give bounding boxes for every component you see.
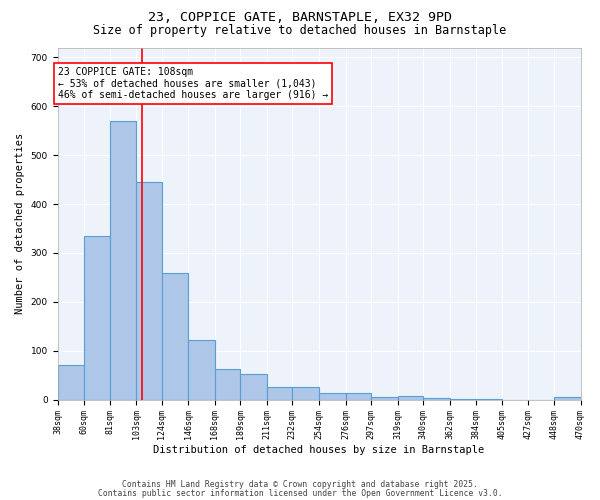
Bar	[161, 272, 188, 400]
Text: Contains public sector information licensed under the Open Government Licence v3: Contains public sector information licen…	[98, 488, 502, 498]
Bar	[215, 370, 241, 400]
Bar	[398, 396, 423, 400]
Text: Size of property relative to detached houses in Barnstaple: Size of property relative to detached ho…	[94, 24, 506, 37]
Bar	[241, 374, 267, 400]
Bar	[267, 386, 292, 400]
Bar	[554, 398, 581, 400]
Y-axis label: Number of detached properties: Number of detached properties	[15, 133, 25, 314]
Bar	[58, 366, 84, 400]
Text: Contains HM Land Registry data © Crown copyright and database right 2025.: Contains HM Land Registry data © Crown c…	[122, 480, 478, 489]
Text: 23, COPPICE GATE, BARNSTAPLE, EX32 9PD: 23, COPPICE GATE, BARNSTAPLE, EX32 9PD	[148, 11, 452, 24]
Text: 23 COPPICE GATE: 108sqm
← 53% of detached houses are smaller (1,043)
46% of semi: 23 COPPICE GATE: 108sqm ← 53% of detache…	[58, 67, 328, 100]
Bar	[346, 394, 371, 400]
Bar	[84, 236, 110, 400]
Bar	[292, 388, 319, 400]
X-axis label: Distribution of detached houses by size in Barnstaple: Distribution of detached houses by size …	[154, 445, 485, 455]
Bar	[136, 182, 161, 400]
Bar	[110, 121, 136, 400]
Bar	[371, 398, 398, 400]
Bar	[423, 398, 450, 400]
Bar	[450, 398, 476, 400]
Bar	[188, 340, 215, 400]
Bar	[319, 394, 346, 400]
